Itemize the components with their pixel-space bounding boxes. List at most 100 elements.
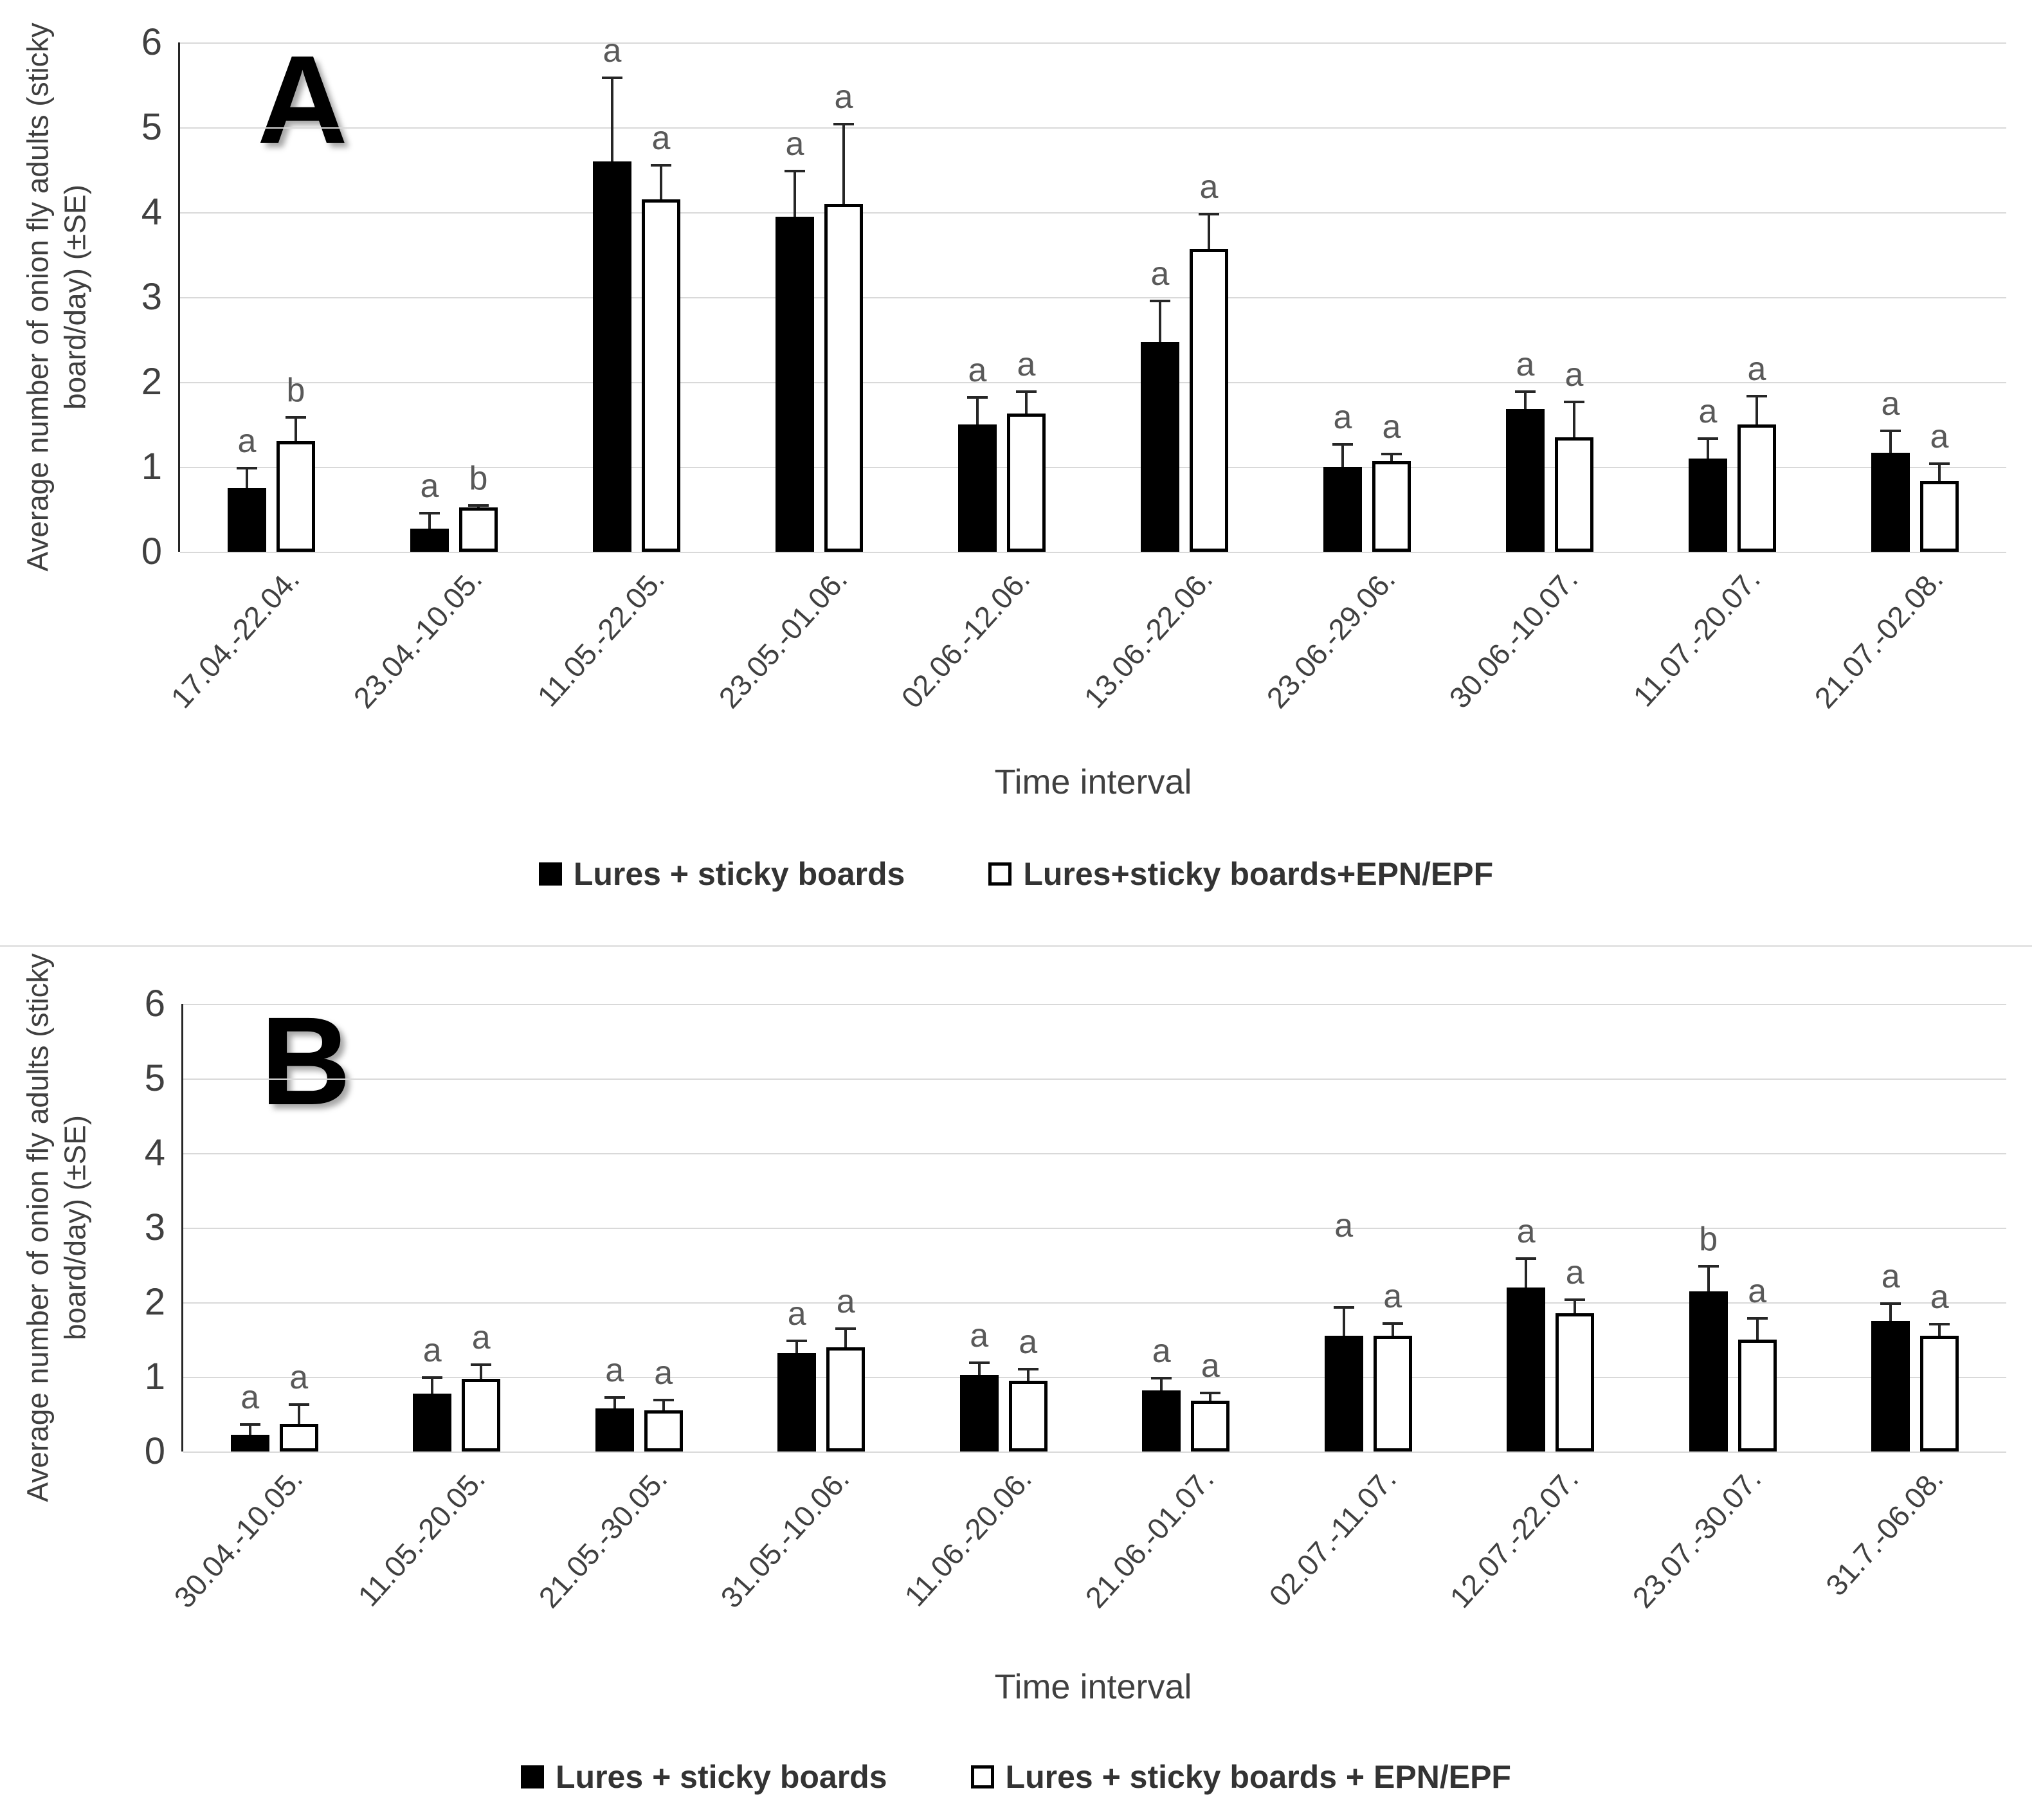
error-bar-cap bbox=[1200, 1392, 1221, 1395]
error-bar-cap bbox=[651, 163, 671, 167]
error-bar-cap bbox=[967, 396, 988, 399]
x-tick-label: 11.05.-20.05. bbox=[350, 1462, 491, 1613]
error-bar-cap bbox=[237, 467, 257, 469]
error-bar-line bbox=[431, 1376, 434, 1394]
bar-slot: a bbox=[413, 1004, 452, 1451]
error-bar-cap bbox=[1333, 1306, 1354, 1309]
panel-b: Average number of onion fly adults (stic… bbox=[0, 947, 2032, 1820]
x-tick-label: 23.07.-30.07. bbox=[1626, 1462, 1768, 1614]
y-axis-title-line1: Average number of onion fly adults (stic… bbox=[21, 953, 55, 1502]
error-bar-cap bbox=[239, 1423, 260, 1426]
error-bar-line bbox=[844, 1327, 848, 1347]
significance-letter: a bbox=[1930, 1279, 1949, 1316]
error-bar-cap bbox=[1929, 462, 1950, 466]
error-bar-line bbox=[1341, 443, 1344, 467]
panel-divider bbox=[0, 945, 2032, 947]
x-axis-line bbox=[180, 552, 2006, 553]
gridline bbox=[183, 1004, 2006, 1005]
bar-open bbox=[826, 1347, 866, 1451]
bar-open bbox=[462, 1379, 501, 1451]
y-axis-title-line1: Average number of onion fly adults (stic… bbox=[21, 23, 55, 572]
panel-a: Average number of onion fly adults (stic… bbox=[21, 23, 2006, 893]
y-tick-label: 5 bbox=[141, 106, 162, 148]
gridline bbox=[183, 1078, 2006, 1080]
bar-open bbox=[1920, 481, 1959, 552]
error-bar-line bbox=[1707, 1265, 1710, 1291]
legend-label: Lures+sticky boards+EPN/EPF bbox=[1023, 856, 1494, 892]
significance-letter: a bbox=[1881, 385, 1900, 423]
error-bar-line bbox=[1524, 390, 1527, 410]
y-tick-label: 5 bbox=[144, 1057, 165, 1099]
legend-swatch-filled-icon bbox=[521, 1765, 545, 1788]
significance-letter: a bbox=[1382, 408, 1401, 446]
error-bar-line bbox=[428, 511, 431, 529]
error-bar-cap bbox=[1381, 452, 1402, 455]
x-tick-label: 23.04.-10.05. bbox=[347, 562, 489, 714]
bar-slot: a bbox=[462, 1004, 501, 1451]
error-bar bbox=[239, 1423, 260, 1435]
error-bar-line bbox=[1026, 1368, 1030, 1381]
bar-slot: a bbox=[644, 1004, 683, 1451]
legend-item-open: Lures+sticky boards+EPN/EPF bbox=[988, 855, 1493, 893]
panel-letter-b: B bbox=[260, 991, 351, 1131]
gridline bbox=[180, 382, 2006, 383]
bar-open bbox=[1920, 1336, 1959, 1451]
x-tick-label: 21.05.-30.05. bbox=[532, 1462, 674, 1614]
error-bar-line bbox=[1025, 390, 1028, 414]
error-bar-cap bbox=[1698, 437, 1718, 440]
bar-open bbox=[1372, 460, 1411, 552]
error-bar-line bbox=[842, 123, 845, 204]
error-bar-line bbox=[794, 170, 796, 217]
significance-letter: a bbox=[1019, 1324, 1038, 1361]
bar-filled bbox=[228, 488, 266, 552]
error-bar bbox=[968, 1361, 990, 1375]
significance-letter: a bbox=[237, 423, 257, 460]
error-bar bbox=[1880, 429, 1901, 453]
error-bar-line bbox=[1159, 299, 1161, 342]
bar-filled bbox=[595, 1408, 634, 1451]
error-bar bbox=[1200, 1392, 1221, 1401]
gridline bbox=[180, 467, 2006, 468]
error-bar bbox=[1151, 1377, 1172, 1390]
bar-slot: a bbox=[1142, 1004, 1181, 1451]
error-bar bbox=[1017, 1368, 1039, 1381]
error-bar-cap bbox=[786, 1340, 808, 1343]
bar-slot: a bbox=[958, 42, 997, 552]
error-bar-cap bbox=[1746, 1317, 1768, 1320]
error-bar-line bbox=[1938, 1323, 1941, 1336]
error-bar-line bbox=[1889, 1302, 1892, 1321]
error-bar-cap bbox=[604, 1396, 625, 1399]
error-bar-line bbox=[1574, 1298, 1577, 1314]
error-bar bbox=[1746, 394, 1767, 424]
x-axis-title: Time interval bbox=[994, 763, 1192, 801]
error-bar bbox=[1332, 443, 1353, 467]
error-bar bbox=[237, 467, 257, 488]
gridline bbox=[183, 1302, 2006, 1304]
y-tick-label: 3 bbox=[144, 1206, 165, 1248]
error-bar-line bbox=[1525, 1257, 1528, 1288]
bar-slot: a bbox=[1324, 1004, 1363, 1451]
error-bar-line bbox=[248, 1423, 251, 1435]
bar-filled bbox=[1141, 341, 1179, 552]
error-bar bbox=[468, 504, 489, 508]
bar-filled bbox=[593, 161, 631, 552]
error-bar bbox=[1698, 1265, 1719, 1291]
significance-letter: a bbox=[1383, 1278, 1402, 1316]
error-bar bbox=[1516, 1257, 1537, 1288]
bar-filled bbox=[1507, 1287, 1546, 1451]
error-bar-cap bbox=[288, 1403, 309, 1406]
error-bar-cap bbox=[653, 1398, 674, 1401]
bar-filled bbox=[959, 1374, 999, 1451]
bar-slot: a bbox=[826, 1004, 866, 1451]
significance-letter: a bbox=[785, 125, 804, 163]
error-bar-cap bbox=[419, 511, 440, 514]
bar-open bbox=[1008, 1380, 1048, 1451]
error-bar-cap bbox=[1565, 1298, 1586, 1302]
significance-letter: a bbox=[1516, 346, 1535, 384]
y-tick-label: 6 bbox=[144, 983, 165, 1024]
